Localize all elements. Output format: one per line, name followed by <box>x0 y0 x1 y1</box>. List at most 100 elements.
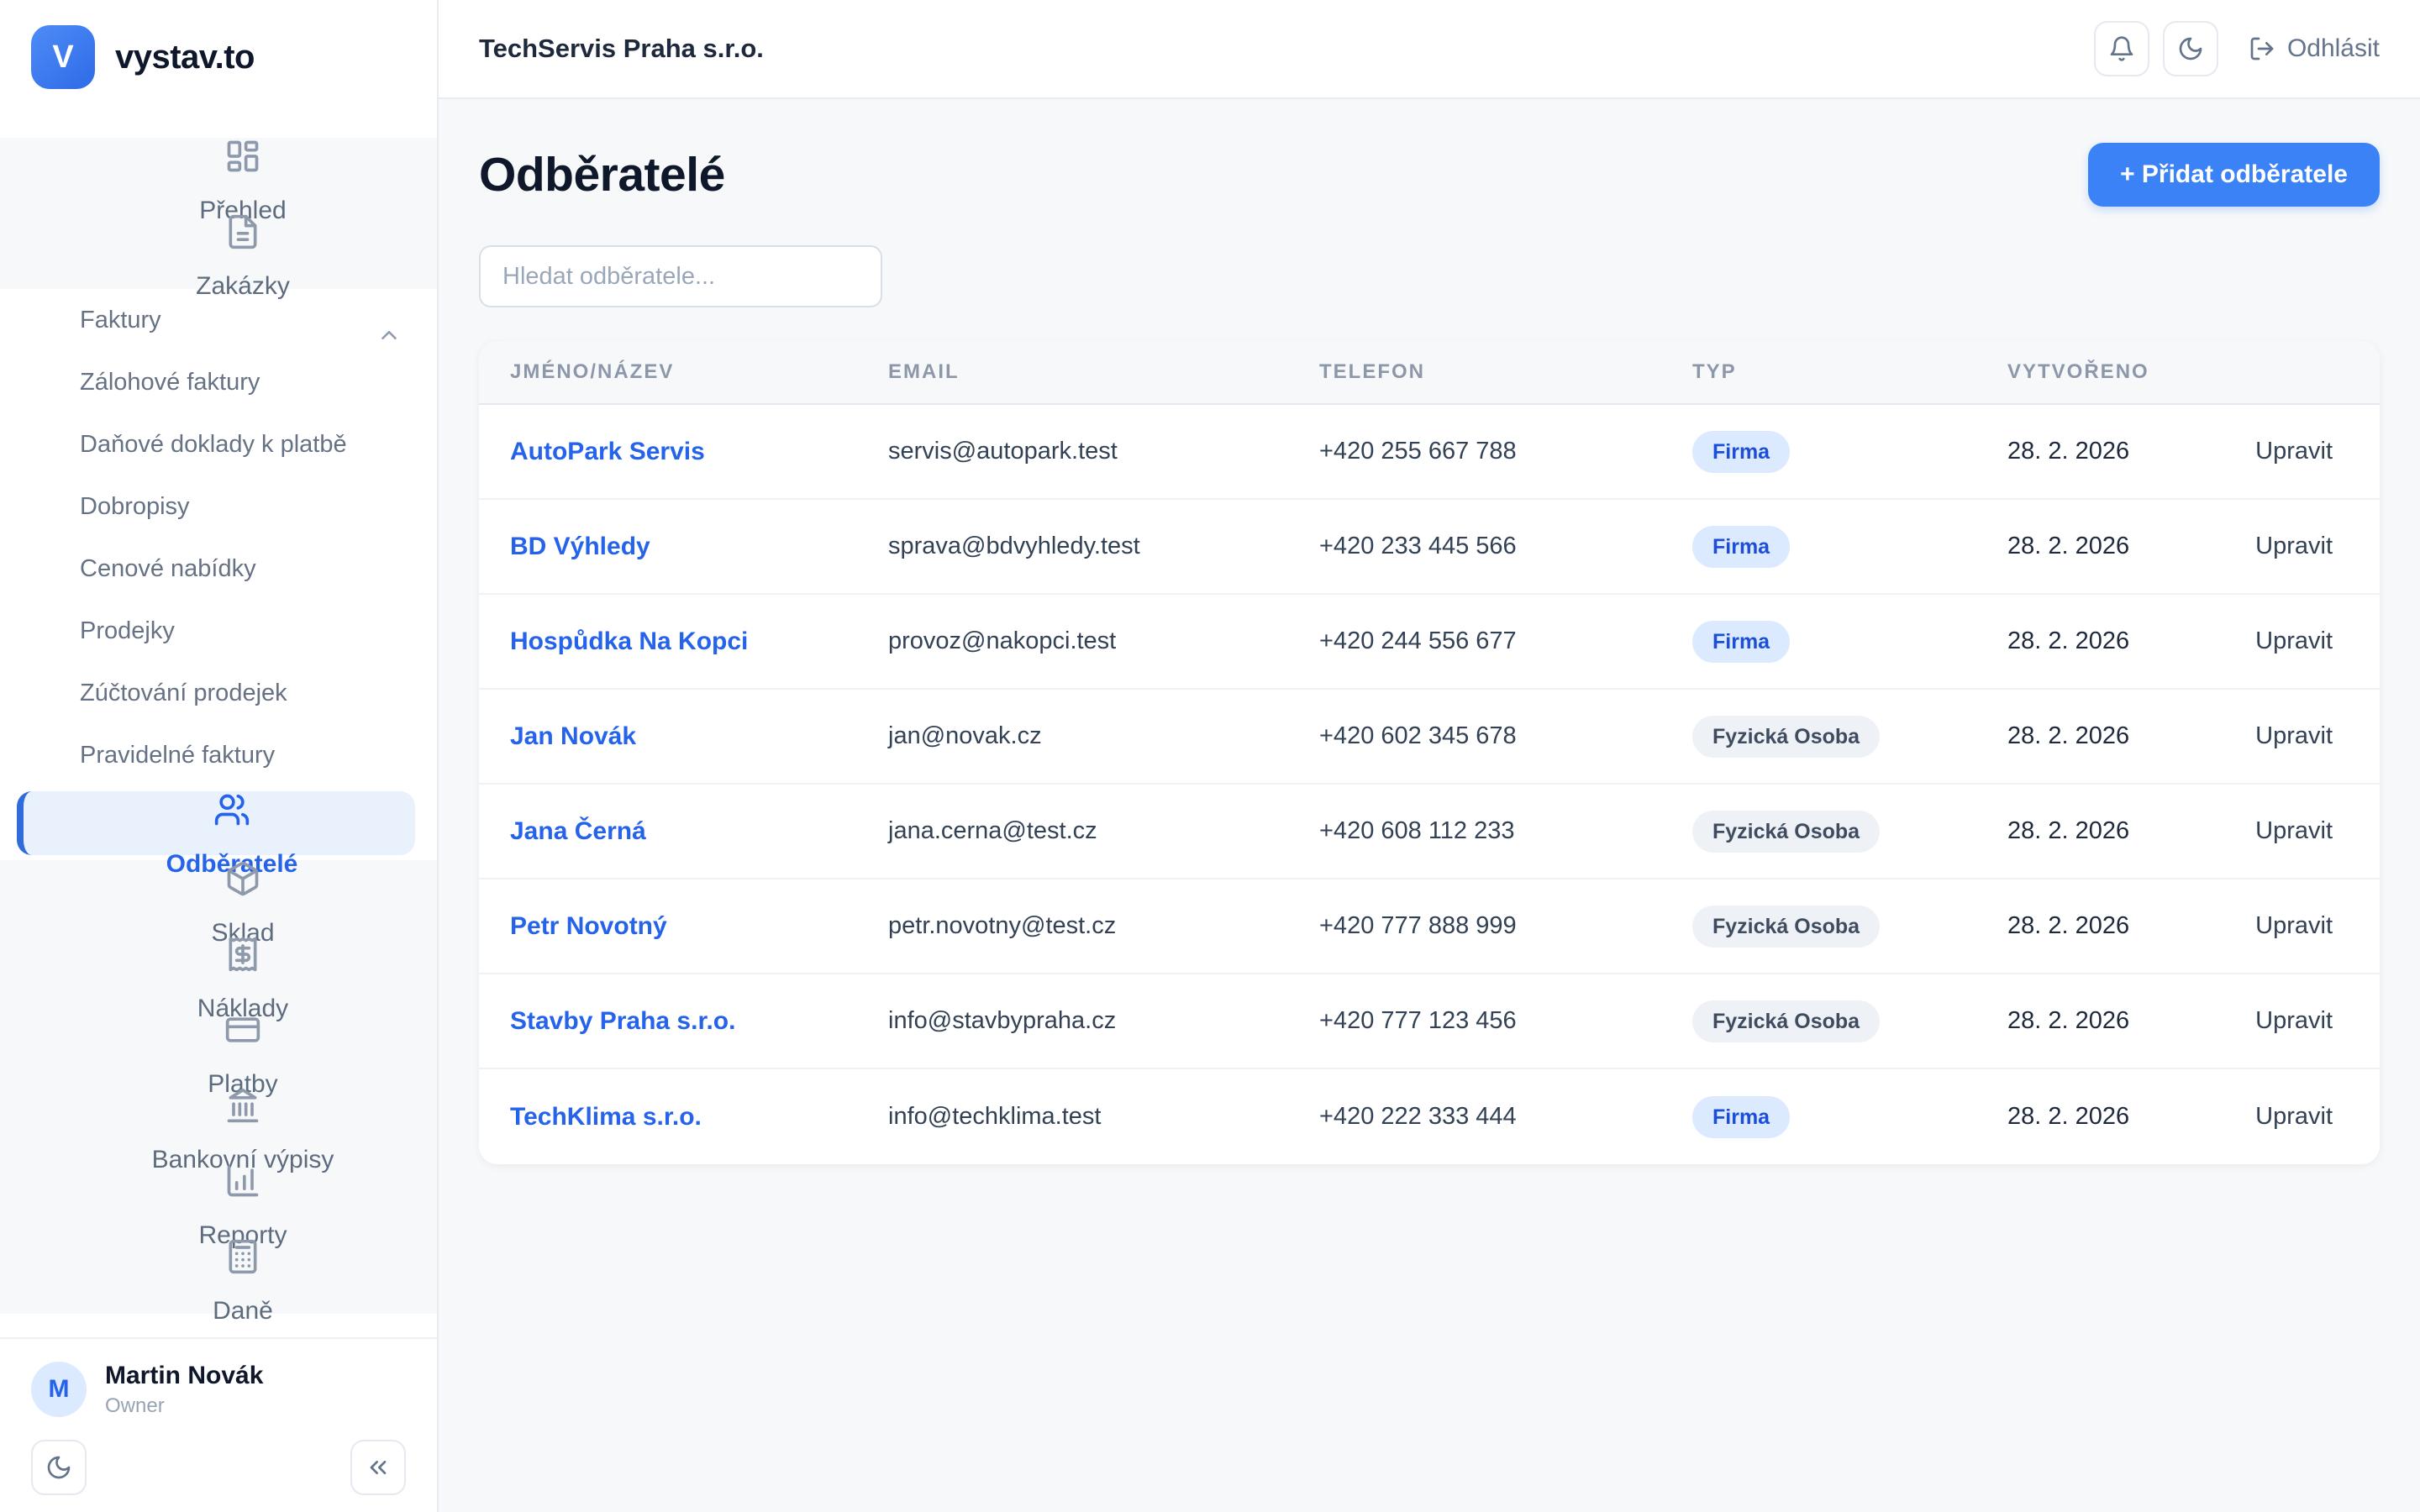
edit-link[interactable]: Upravit <box>2255 1007 2333 1034</box>
landmark-icon <box>224 1087 261 1124</box>
table-row: Stavby Praha s.r.o. info@stavbypraha.cz +4… <box>479 974 2380 1069</box>
receipt-icon <box>224 936 261 973</box>
customer-email: info@stavbypraha.cz <box>888 1007 1117 1034</box>
sidebar-item-dobropisy[interactable]: Dobropisy <box>0 475 437 538</box>
file-text-icon <box>224 213 261 250</box>
table-body: AutoPark Servis servis@autopark.test +420 … <box>479 405 2380 1164</box>
main-area: TechServis Praha s.r.o. Odhlásit Odběrat… <box>439 0 2420 1512</box>
edit-link[interactable]: Upravit <box>2255 1103 2333 1130</box>
sidebar-item-faktury[interactable]: Faktury <box>0 289 437 351</box>
notifications-button[interactable] <box>2093 21 2149 76</box>
customer-phone: +420 233 445 566 <box>1319 533 1517 559</box>
type-badge: Firma <box>1692 620 1791 663</box>
sidebar-item-label: Zakázky <box>196 272 290 300</box>
sidebar-item-label: Přehled <box>199 197 287 224</box>
created-date: 28. 2. 2026 <box>2007 817 2130 844</box>
customer-name-link[interactable]: Jana Černá <box>510 816 646 845</box>
sidebar-item-prehled[interactable]: Přehled <box>0 138 437 224</box>
customer-phone: +420 244 556 677 <box>1319 627 1517 654</box>
created-date: 28. 2. 2026 <box>2007 722 2130 749</box>
page-title: Odběratelé <box>479 148 725 202</box>
dashboard-icon <box>224 138 261 175</box>
customer-name-link[interactable]: AutoPark Servis <box>510 437 705 465</box>
edit-link[interactable]: Upravit <box>2255 533 2333 559</box>
add-customer-button[interactable]: + Přidat odběratele <box>2088 143 2380 207</box>
sidebar-item-danove-doklady-k-platbe[interactable]: Daňové doklady k platbě <box>0 413 437 475</box>
column-header-vytvoreno: VYTVOŘENO <box>2007 360 2149 383</box>
customer-name-link[interactable]: BD Výhledy <box>510 532 650 560</box>
users-icon <box>213 791 250 828</box>
avatar: M <box>31 1362 87 1417</box>
moon-icon <box>45 1454 72 1481</box>
sidebar-item-dane[interactable]: Daně <box>0 1238 437 1325</box>
user-role: Owner <box>105 1394 165 1417</box>
edit-link[interactable]: Upravit <box>2255 627 2333 654</box>
customer-phone: +420 608 112 233 <box>1319 817 1515 844</box>
chevrons-left-icon <box>365 1454 392 1481</box>
logout-label: Odhlásit <box>2286 34 2380 62</box>
customer-email: jana.cerna@test.cz <box>888 817 1097 844</box>
sidebar-footer: M Martin Novák Owner <box>0 1337 437 1512</box>
customer-email: jan@novak.cz <box>888 722 1042 749</box>
sidebar-item-label: Reporty <box>198 1221 287 1249</box>
table-row: BD Výhledy sprava@bdvyhledy.test +420 233 … <box>479 500 2380 595</box>
theme-toggle-button-top[interactable] <box>2162 21 2218 76</box>
company-name: TechServis Praha s.r.o. <box>479 34 764 63</box>
topbar: TechServis Praha s.r.o. Odhlásit <box>439 0 2420 99</box>
created-date: 28. 2. 2026 <box>2007 1103 2130 1130</box>
customer-email: provoz@nakopci.test <box>888 627 1117 654</box>
sidebar-item-label: Zálohové faktury <box>80 368 260 396</box>
moon-icon <box>2177 35 2204 62</box>
table-row: AutoPark Servis servis@autopark.test +420 … <box>479 405 2380 500</box>
sidebar-item-prodejky[interactable]: Prodejky <box>0 600 437 662</box>
edit-link[interactable]: Upravit <box>2255 912 2333 939</box>
type-badge: Fyzická Osoba <box>1692 905 1881 948</box>
logout-icon <box>2249 35 2275 62</box>
sidebar-item-zakazky[interactable]: Zakázky <box>0 213 437 339</box>
customer-name-link[interactable]: TechKlima s.r.o. <box>510 1102 702 1131</box>
search-input[interactable] <box>479 245 882 307</box>
sidebar-item-label: Pravidelné faktury <box>80 741 276 769</box>
edit-link[interactable]: Upravit <box>2255 817 2333 844</box>
customer-name-link[interactable]: Petr Novotný <box>510 911 667 940</box>
content: Odběratelé + Přidat odběratele JMÉNO/NÁZ… <box>439 99 2420 1512</box>
table-header-row: JMÉNO/NÁZEV EMAIL TELEFON TYP VYTVOŘENO <box>479 341 2380 405</box>
sidebar-item-zuctovani-prodejek[interactable]: Zúčtování prodejek <box>0 662 437 724</box>
sidebar-item-pravidelne-faktury[interactable]: Pravidelné faktury <box>0 724 437 786</box>
collapse-sidebar-button[interactable] <box>350 1440 406 1495</box>
sidebar-item-bankovni-vypisy[interactable]: Bankovní výpisy <box>0 1087 437 1173</box>
customer-phone: +420 777 888 999 <box>1319 912 1517 939</box>
sidebar-item-reporty[interactable]: Reporty <box>0 1163 437 1249</box>
theme-toggle-button[interactable] <box>31 1440 87 1495</box>
table-row: TechKlima s.r.o. info@techklima.test +420 … <box>479 1069 2380 1164</box>
customer-phone: +420 222 333 444 <box>1319 1103 1517 1130</box>
sidebar-item-zalohove-faktury[interactable]: Zálohové faktury <box>0 351 437 413</box>
sidebar-item-naklady[interactable]: Náklady <box>0 936 437 1022</box>
calculator-icon <box>224 1238 261 1275</box>
credit-card-icon <box>224 1011 261 1048</box>
sidebar-item-sklad[interactable]: Sklad <box>0 860 437 947</box>
sidebar-item-cenove-nabidky[interactable]: Cenové nabídky <box>0 538 437 600</box>
table-row: Hospůdka Na Kopci provoz@nakopci.test +420… <box>479 595 2380 690</box>
sidebar-item-label: Faktury <box>80 306 161 333</box>
edit-link[interactable]: Upravit <box>2255 722 2333 749</box>
logout-button[interactable]: Odhlásit <box>2249 34 2380 63</box>
customer-phone: +420 602 345 678 <box>1319 722 1517 749</box>
user-name: Martin Novák <box>105 1362 264 1389</box>
column-header-jmeno-nazev: JMÉNO/NÁZEV <box>510 360 675 383</box>
customer-name-link[interactable]: Hospůdka Na Kopci <box>510 627 749 655</box>
table-row: Petr Novotný petr.novotny@test.cz +420 777… <box>479 879 2380 974</box>
created-date: 28. 2. 2026 <box>2007 438 2130 465</box>
customer-name-link[interactable]: Stavby Praha s.r.o. <box>510 1006 736 1035</box>
sidebar-item-platby[interactable]: Platby <box>0 1011 437 1098</box>
sidebar-item-label: Sklad <box>211 919 275 947</box>
sidebar-item-odberatele[interactable]: Odběratelé <box>17 791 415 878</box>
sidebar-item-label: Daně <box>213 1297 273 1325</box>
customer-name-link[interactable]: Jan Novák <box>510 722 637 750</box>
customer-phone: +420 777 123 456 <box>1319 1007 1517 1034</box>
edit-link[interactable]: Upravit <box>2255 438 2333 465</box>
created-date: 28. 2. 2026 <box>2007 1007 2130 1034</box>
customer-email: petr.novotny@test.cz <box>888 912 1117 939</box>
type-badge: Firma <box>1692 430 1791 473</box>
created-date: 28. 2. 2026 <box>2007 912 2130 939</box>
